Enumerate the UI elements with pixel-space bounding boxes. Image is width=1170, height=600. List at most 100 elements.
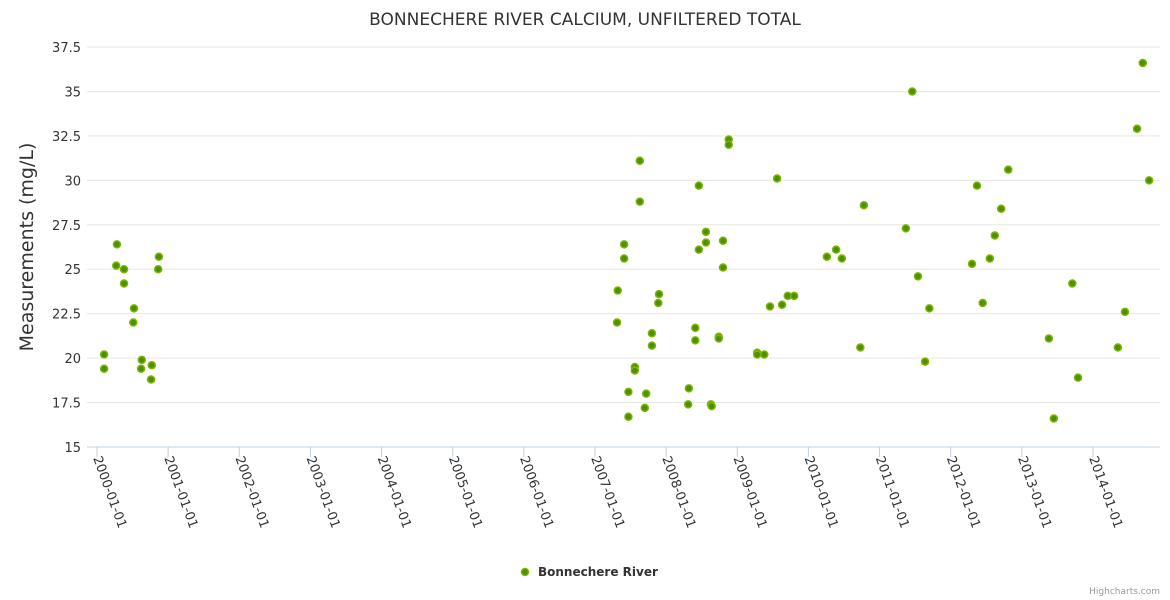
data-point[interactable] <box>714 334 724 343</box>
data-point[interactable] <box>119 279 129 288</box>
data-point[interactable] <box>777 300 787 310</box>
data-point[interactable] <box>718 236 728 246</box>
data-point[interactable] <box>129 304 139 313</box>
data-point[interactable] <box>654 289 664 299</box>
x-tick-label: 2004-01-01 <box>374 454 414 530</box>
data-point[interactable] <box>760 350 769 359</box>
y-tick-label: 35 <box>64 85 81 100</box>
data-point[interactable] <box>996 204 1006 214</box>
data-point[interactable] <box>694 245 704 254</box>
x-tick-label: 2013-01-01 <box>1014 454 1054 530</box>
data-point[interactable] <box>111 261 121 270</box>
data-point[interactable] <box>765 302 775 311</box>
data-point[interactable] <box>856 343 865 352</box>
data-point[interactable] <box>1049 414 1059 423</box>
data-point[interactable] <box>647 328 657 338</box>
data-point[interactable] <box>683 400 693 409</box>
data-point[interactable] <box>112 240 122 249</box>
data-point[interactable] <box>718 263 728 272</box>
data-point[interactable] <box>1044 334 1054 343</box>
data-point[interactable] <box>908 87 917 96</box>
data-point[interactable] <box>619 240 629 249</box>
data-point[interactable] <box>1120 307 1130 317</box>
data-point[interactable] <box>694 181 704 190</box>
data-point[interactable] <box>635 197 645 206</box>
x-tick-label: 2012-01-01 <box>943 454 983 530</box>
data-point[interactable] <box>772 174 782 183</box>
data-point[interactable] <box>136 364 146 374</box>
y-axis-label: Measurements (mg/L) <box>16 143 38 352</box>
data-point[interactable] <box>1132 124 1142 134</box>
data-point[interactable] <box>978 298 987 308</box>
data-point[interactable] <box>859 200 869 210</box>
data-point[interactable] <box>822 252 832 262</box>
data-point[interactable] <box>691 323 700 333</box>
data-point[interactable] <box>925 304 934 313</box>
data-point[interactable] <box>1068 279 1077 288</box>
data-point[interactable] <box>1004 165 1013 174</box>
data-point[interactable] <box>153 264 163 274</box>
data-point[interactable] <box>1073 373 1083 382</box>
data-point[interactable] <box>119 264 129 274</box>
data-point[interactable] <box>967 259 977 269</box>
data-point[interactable] <box>619 254 629 263</box>
data-point[interactable] <box>1138 58 1148 68</box>
highcharts-credit[interactable]: Highcharts.com <box>1089 587 1160 597</box>
data-point[interactable] <box>789 291 799 301</box>
data-point[interactable] <box>99 364 109 374</box>
data-point[interactable] <box>1144 176 1154 185</box>
y-tick-label: 32.5 <box>52 130 81 145</box>
data-point[interactable] <box>99 350 109 359</box>
data-point[interactable] <box>913 272 923 281</box>
data-point[interactable] <box>635 156 645 166</box>
data-point[interactable] <box>972 181 982 190</box>
data-point[interactable] <box>920 357 930 366</box>
data-point[interactable] <box>640 403 650 413</box>
x-tick-label: 2002-01-01 <box>232 454 272 530</box>
data-point[interactable] <box>691 336 700 345</box>
y-tick-label: 20 <box>64 352 81 367</box>
x-tick-label: 2003-01-01 <box>303 454 343 530</box>
x-tick-label: 2014-01-01 <box>1085 454 1125 530</box>
data-point[interactable] <box>901 224 911 233</box>
data-point[interactable] <box>147 360 157 370</box>
legend-label: Bonnechere River <box>538 565 658 579</box>
data-point[interactable] <box>724 140 733 150</box>
data-point[interactable] <box>990 231 1000 240</box>
data-point[interactable] <box>612 318 622 327</box>
x-tick-label: 2008-01-01 <box>658 454 698 530</box>
x-tick-label: 2006-01-01 <box>516 454 556 530</box>
x-tick-label: 2005-01-01 <box>445 454 485 530</box>
x-tick-label: 2000-01-01 <box>89 454 129 530</box>
y-tick-label: 27.5 <box>52 219 81 234</box>
x-tick-label: 2007-01-01 <box>587 454 627 530</box>
data-point[interactable] <box>630 366 640 375</box>
data-point[interactable] <box>137 355 147 365</box>
data-point[interactable] <box>1113 343 1123 352</box>
data-point[interactable] <box>985 254 995 263</box>
data-point[interactable] <box>129 318 138 327</box>
data-point[interactable] <box>707 401 716 411</box>
data-point[interactable] <box>146 375 156 384</box>
data-point[interactable] <box>831 245 841 254</box>
x-tick-label: 2011-01-01 <box>872 454 912 530</box>
data-point[interactable] <box>613 286 622 295</box>
x-tick-label: 2009-01-01 <box>730 454 770 530</box>
data-point[interactable] <box>154 252 164 262</box>
data-point[interactable] <box>641 389 651 398</box>
data-point[interactable] <box>654 298 663 308</box>
data-point[interactable] <box>701 227 711 237</box>
data-point[interactable] <box>624 387 633 397</box>
data-point[interactable] <box>624 412 633 422</box>
legend-item[interactable]: Bonnechere River <box>520 565 658 579</box>
chart-title: BONNECHERE RIVER CALCIUM, UNFILTERED TOT… <box>369 10 801 30</box>
y-tick-label: 22.5 <box>52 308 81 323</box>
data-point[interactable] <box>837 254 847 263</box>
data-point[interactable] <box>752 350 762 359</box>
data-point[interactable] <box>684 384 694 393</box>
data-point[interactable] <box>647 341 657 350</box>
data-point[interactable] <box>701 238 711 247</box>
x-tick-label: 2001-01-01 <box>160 454 200 530</box>
y-tick-label: 37.5 <box>52 41 81 56</box>
